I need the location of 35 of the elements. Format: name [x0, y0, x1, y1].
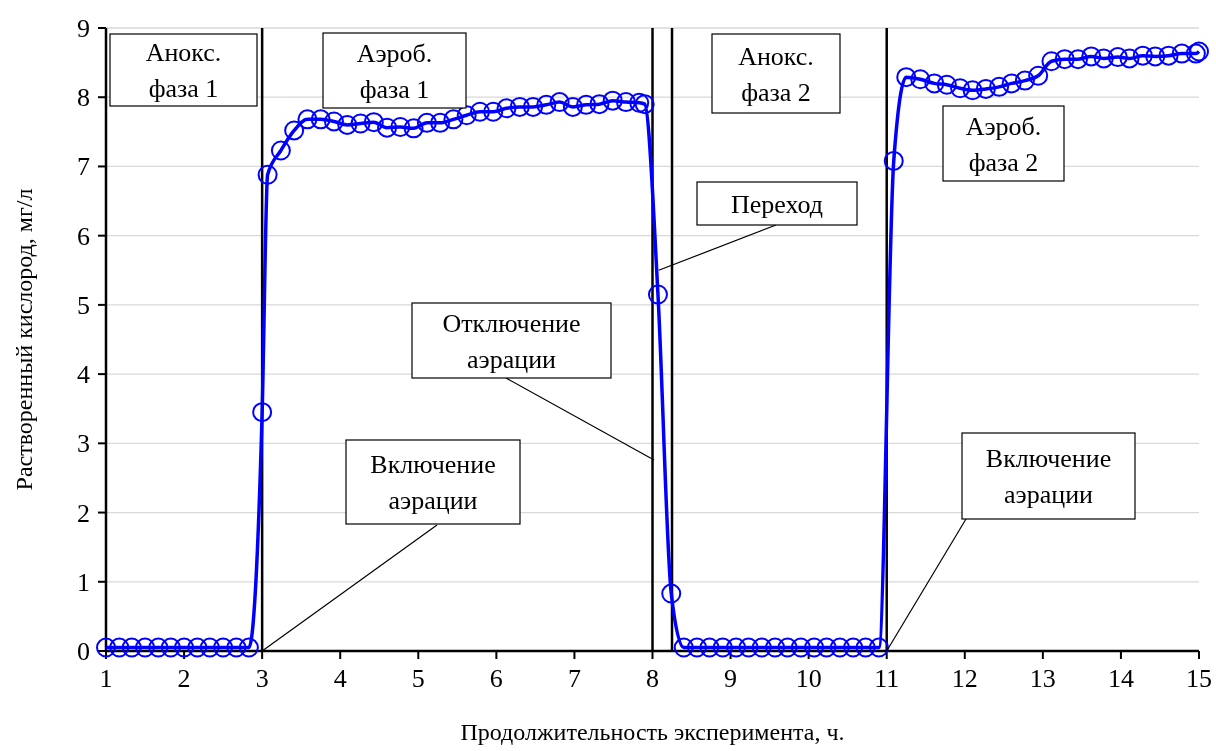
x-axis-title: Продолжительность эксперимента, ч.	[460, 719, 845, 745]
x-tick-label: 8	[646, 664, 659, 693]
y-axis-title: Растворенный кислород, мг/л	[11, 188, 37, 491]
x-tick-label: 4	[333, 664, 347, 693]
annotation: Аэроб. фаза 2	[965, 111, 1042, 177]
annotation: Включение аэрации	[985, 444, 1112, 509]
x-tick-label: 15	[1186, 664, 1212, 693]
annotation: Переход	[730, 189, 824, 219]
y-tick-label: 5	[77, 290, 90, 320]
x-tick-label: 3	[255, 664, 269, 693]
x-tick-label: 9	[724, 664, 738, 693]
annotation: Отключение аэрации	[442, 308, 581, 374]
x-tick-label: 7	[567, 664, 581, 693]
x-tick-label: 6	[489, 664, 503, 693]
x-tick-label: 14	[1107, 664, 1134, 693]
annotation: Анокс. фаза 2	[738, 41, 814, 107]
annotation: Включение аэрации	[370, 450, 496, 515]
y-tick-label: 2	[77, 498, 90, 528]
y-tick-label: 9	[77, 14, 90, 43]
y-tick-label: 8	[77, 83, 90, 113]
x-tick-label: 11	[874, 664, 900, 693]
x-tick-label: 5	[411, 664, 425, 693]
x-tick-label: 12	[951, 664, 978, 693]
x-tick-label: 1	[99, 664, 113, 693]
y-tick-label: 1	[77, 567, 90, 597]
annotation: Аэроб. фаза 1	[356, 38, 433, 104]
y-tick-label: 6	[77, 221, 90, 251]
y-tick-label: 7	[77, 152, 90, 182]
x-tick-label: 2	[177, 664, 191, 693]
x-tick-label: 10	[795, 664, 822, 693]
annotation: Анокс. фаза 1	[145, 38, 222, 103]
y-tick-label: 4	[77, 360, 90, 390]
x-tick-label: 13	[1029, 664, 1056, 693]
y-tick-label: 3	[77, 429, 90, 459]
y-tick-label: 0	[77, 637, 90, 666]
